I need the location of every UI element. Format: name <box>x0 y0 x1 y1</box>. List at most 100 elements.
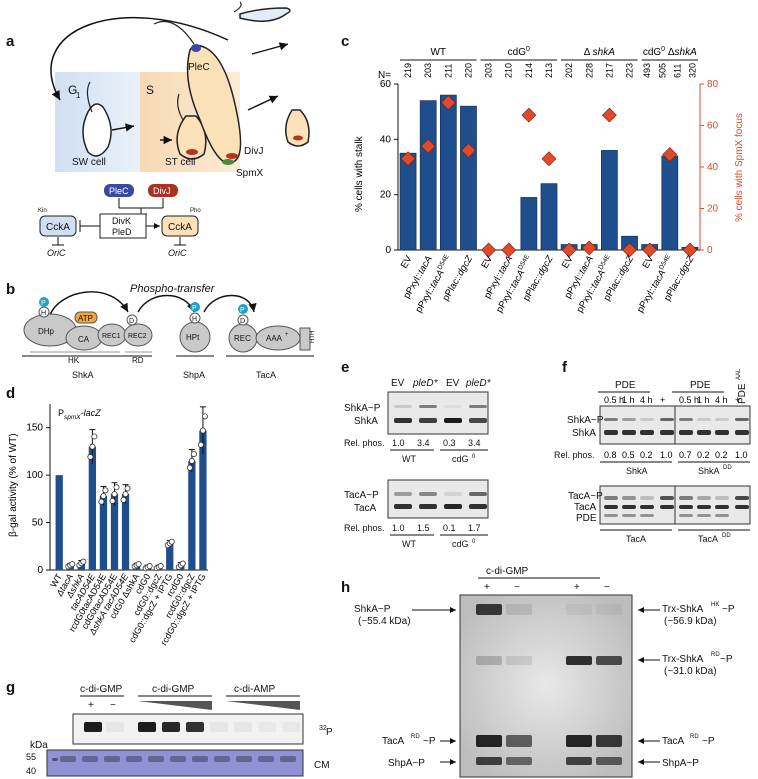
f-taca-p-band <box>660 496 674 500</box>
c-y2tick-label: 60 <box>707 121 719 132</box>
d-replicate-point <box>199 427 206 434</box>
taca-band <box>469 504 487 509</box>
g-32p-band <box>162 722 180 732</box>
panel-a-cell-cycle: G 1 S SW cell ST cell PleC DivJ SpmX <box>38 1 310 258</box>
panel-e-western: EV pleD* EV pleD* ShkA~P ShkA Rel. phos.… <box>344 378 492 549</box>
c-n-value: 211 <box>443 64 453 78</box>
g-cm-band <box>82 756 98 762</box>
svg-text:TacA: TacA <box>698 534 718 544</box>
shka-band <box>469 418 487 423</box>
c-ytick-label: 60 <box>380 79 392 90</box>
c-spmx-marker <box>682 242 698 258</box>
c-n-value: 213 <box>544 63 554 78</box>
shka-band <box>419 418 437 423</box>
f-shka-p-band <box>697 418 711 421</box>
svg-text:−: − <box>514 582 520 593</box>
f-shka-band <box>640 430 654 435</box>
c-ylabel: % cells with stalk <box>354 135 365 212</box>
panel-b-letter: b <box>6 281 15 298</box>
g-cm-band <box>258 756 274 762</box>
f-taca-p-band <box>715 496 729 500</box>
h-taca-rd-band <box>506 735 532 747</box>
f-pde-band <box>679 514 693 517</box>
d-replicate-point <box>111 491 118 498</box>
svg-text:HTH: HTH <box>310 331 316 343</box>
svg-text:H: H <box>41 310 46 317</box>
predivisional-cell-shape <box>186 44 242 164</box>
d-replicate-point <box>91 433 98 440</box>
c-spmx-marker <box>461 142 476 158</box>
svg-text:ShkA: ShkA <box>698 466 720 476</box>
svg-text:TacA: TacA <box>626 534 646 544</box>
f-pde-band <box>735 514 749 517</box>
svg-text:c-di-AMP: c-di-AMP <box>234 684 275 695</box>
beta-gal-chart: 0 50 100 150 β-gal activity (% of WT) PspmX-l… <box>8 404 208 647</box>
svg-text:P: P <box>240 307 245 314</box>
g-32p-band <box>282 722 300 732</box>
svg-text:P: P <box>41 300 46 307</box>
blot-e-shka <box>387 391 489 435</box>
divj-label: DivJ <box>244 146 263 157</box>
c-ytick-label: 20 <box>380 190 392 201</box>
svg-text:OriC: OriC <box>168 248 187 258</box>
f-shka-band <box>660 430 674 435</box>
svg-text:ShkA~P: ShkA~P <box>354 604 391 615</box>
f-rel-value: 0.5 <box>622 450 635 460</box>
c-n-value: 505 <box>657 63 667 78</box>
svg-text:DD: DD <box>722 533 731 539</box>
c-stalk-bar <box>520 197 538 251</box>
f-shka-p-band <box>679 418 693 421</box>
c-spmx-marker <box>541 151 557 167</box>
svg-text:DivJ: DivJ <box>153 186 171 196</box>
c-y2tick-label: 0 <box>707 245 713 256</box>
svg-text:−: − <box>604 582 610 593</box>
svg-text:cdG: cdG <box>452 454 469 464</box>
h-shka-p-band <box>596 604 622 615</box>
d-replicate-point <box>122 491 129 498</box>
svg-text:ShkA: ShkA <box>354 416 378 427</box>
c-stalk-bar <box>399 152 417 251</box>
hth-domain <box>299 327 311 351</box>
rec2-domain <box>123 323 153 347</box>
svg-text:HPt: HPt <box>186 333 200 342</box>
c-n-value: 493 <box>642 63 652 78</box>
svg-text:D: D <box>240 318 245 325</box>
h-taca-rd-band <box>476 735 502 747</box>
c-n-value: 202 <box>564 63 574 78</box>
f-shka-p-band <box>735 418 749 421</box>
stalk-spmx-chart: 0 20 40 60 0 20 40 60 80 % cells with stalk % cell… <box>354 46 745 315</box>
c-spmx-marker <box>601 107 617 123</box>
shka-p-band <box>419 405 437 408</box>
d-replicate-point <box>87 453 94 460</box>
panel-g-gel: c-di-GMP c-di-GMP c-di-AMP + − 32 P kDa … <box>26 684 333 777</box>
d-ytick-label: 0 <box>37 565 43 576</box>
d-bar <box>110 494 119 570</box>
f-rel-value: 0.2 <box>640 450 653 460</box>
d-replicate-point <box>188 457 195 464</box>
h-taca-rd-band <box>596 735 622 747</box>
f-taca-band <box>697 505 711 509</box>
d-replicate-point <box>100 493 107 500</box>
svg-text:c-di-GMP: c-di-GMP <box>486 566 529 577</box>
svg-text:WT: WT <box>402 539 416 549</box>
g-32p-band <box>84 722 102 732</box>
svg-text:kDa: kDa <box>30 740 48 751</box>
g-cm-band <box>170 756 186 762</box>
f-shka-band <box>604 430 618 435</box>
svg-text:TacA: TacA <box>354 503 377 514</box>
c-spmx-marker <box>400 151 416 167</box>
svg-text:AAA: AAA <box>266 334 283 343</box>
g-cm-band <box>104 756 120 762</box>
f-time-label: 4 h <box>715 395 728 405</box>
g-cm-band <box>236 756 252 762</box>
panel-b-domains: Phospho-transfer DHp CA ATP REC1 REC2 H … <box>22 283 316 380</box>
f-pde-band <box>697 514 711 517</box>
f-rel-value: 1.0 <box>735 450 748 460</box>
f-rel-value: 0.2 <box>697 450 710 460</box>
svg-text:3.4: 3.4 <box>468 438 481 448</box>
g-cm-band <box>148 756 164 762</box>
svg-text:RD: RD <box>132 356 144 365</box>
d-ylabel: β-gal activity (% of WT) <box>8 433 19 537</box>
f-time-label: 0.5 h <box>679 395 699 405</box>
f-shka-p-band <box>660 418 674 421</box>
